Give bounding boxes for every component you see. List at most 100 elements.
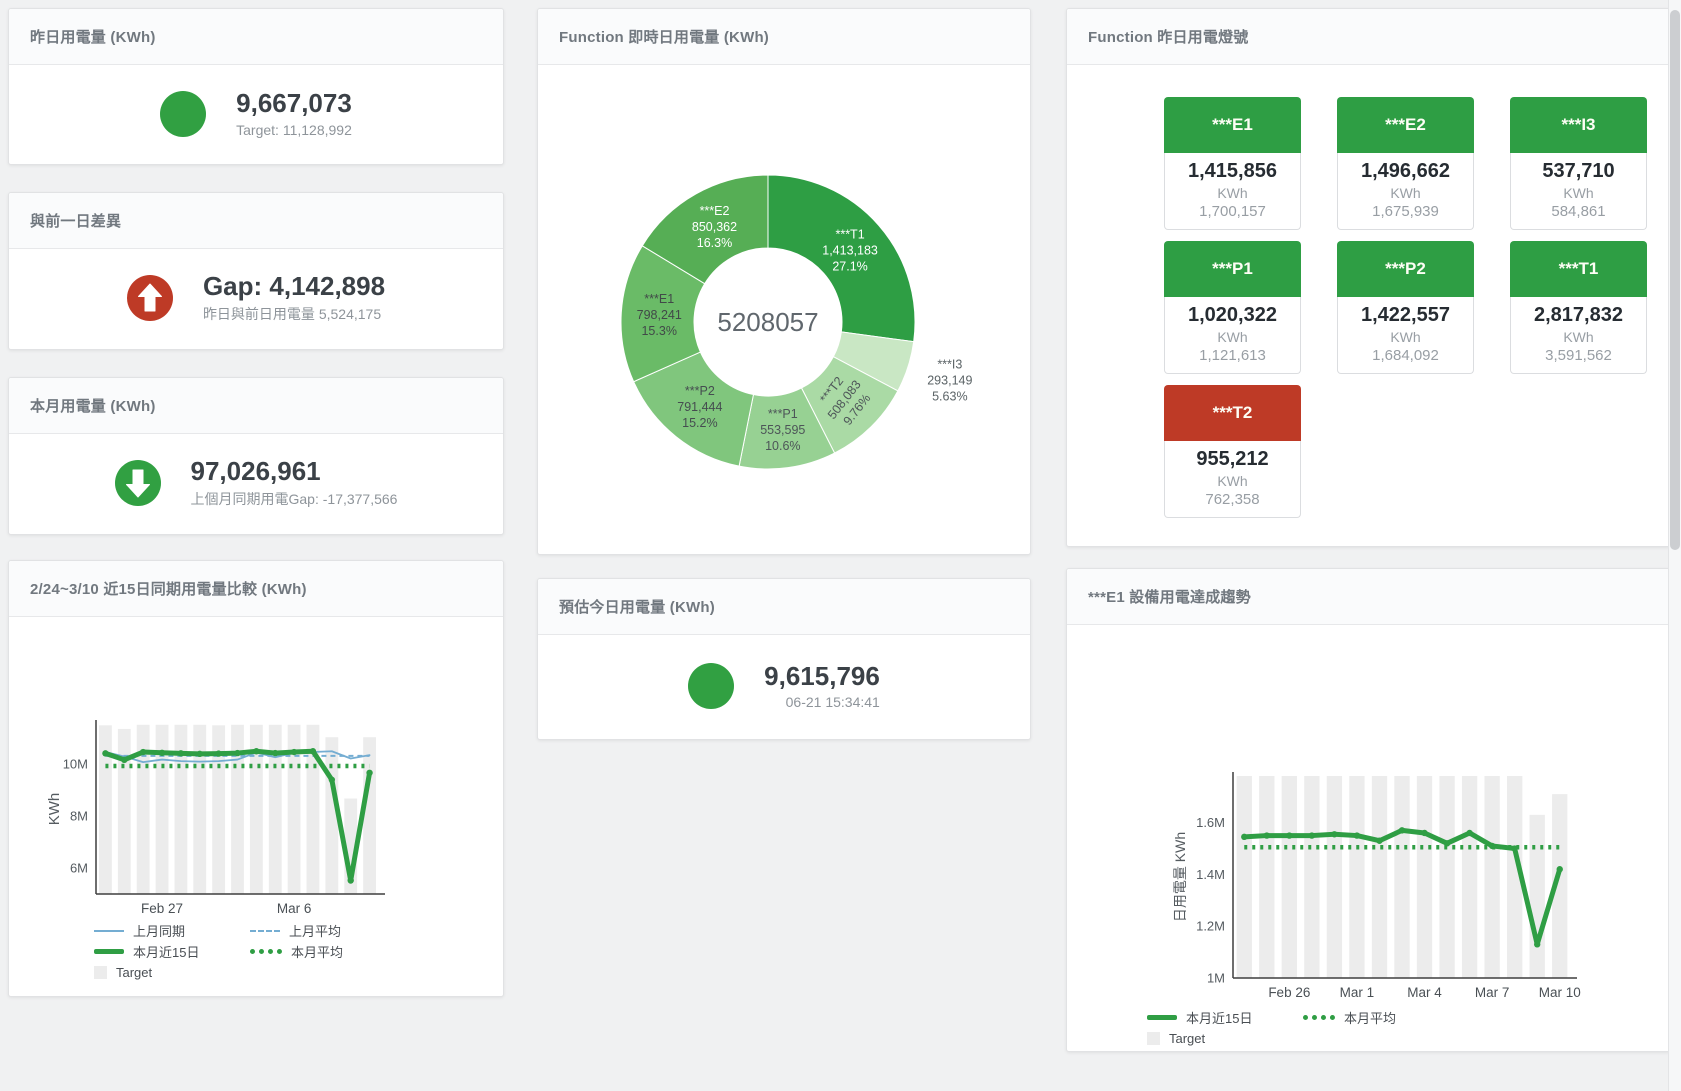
light-tile-T1[interactable]: ***T1 2,817,832 KWh 3,591,562 bbox=[1510, 241, 1647, 374]
legend-row: Target bbox=[94, 962, 406, 983]
panel-month-usage: 本月用電量 (KWh) 97,026,961 上個月同期用電Gap: -17,3… bbox=[8, 377, 504, 535]
comparison-line-chart[interactable]: 6M 8M 10M Feb 27 Mar 6 KWh bbox=[9, 617, 501, 917]
donut-slice-T1[interactable] bbox=[767, 174, 916, 343]
tile-unit: KWh bbox=[1217, 329, 1248, 345]
tile-unit: KWh bbox=[1390, 185, 1421, 201]
legend-item-green-thick[interactable]: 本月近15日 bbox=[1147, 1008, 1275, 1027]
legend-row: Target bbox=[1147, 1028, 1459, 1049]
scrollbar-thumb[interactable] bbox=[1670, 10, 1680, 550]
panel-header: ***E1 設備用電達成趨勢 bbox=[1067, 569, 1670, 625]
vertical-scrollbar[interactable] bbox=[1668, 0, 1681, 1091]
light-tile-T2[interactable]: ***T2 955,212 KWh 762,358 bbox=[1164, 385, 1301, 518]
series-point bbox=[347, 877, 354, 884]
tile-status-header: ***E2 bbox=[1337, 97, 1474, 153]
svg-text:798,241: 798,241 bbox=[637, 308, 682, 322]
legend-item-target[interactable]: Target bbox=[94, 965, 222, 980]
light-tile-I3[interactable]: ***I3 537,710 KWh 584,861 bbox=[1510, 97, 1647, 230]
svg-text:***E1: ***E1 bbox=[644, 292, 674, 306]
e1-trend-line-chart[interactable]: 1M 1.2M 1.4M 1.6M Feb 26 Mar 1 Mar 4 Mar 7 Mar 1… bbox=[1067, 625, 1668, 1003]
y-tick-label: 6M bbox=[70, 861, 88, 876]
arrow-down-circle-icon bbox=[114, 460, 161, 506]
light-tile-P1[interactable]: ***P1 1,020,322 KWh 1,121,613 bbox=[1164, 241, 1301, 374]
legend-row: 上月同期 上月平均 bbox=[94, 920, 406, 941]
series-point bbox=[234, 749, 241, 757]
panel-header: Function 即時日用電量 (KWh) bbox=[538, 9, 1030, 65]
donut-center-total: 5208057 bbox=[717, 307, 818, 337]
svg-text:293,149: 293,149 bbox=[927, 373, 972, 387]
panel-title: 與前一日差異 bbox=[30, 213, 122, 230]
series-point bbox=[1286, 832, 1293, 839]
target-bar bbox=[1371, 776, 1388, 978]
arrow-down-icon bbox=[125, 469, 150, 498]
status-circle-icon bbox=[688, 663, 735, 709]
tile-status-header: ***T2 bbox=[1164, 385, 1301, 441]
y-tick-label: 1.6M bbox=[1196, 815, 1225, 830]
target-bar bbox=[155, 724, 169, 894]
panel-body: 9,615,796 06-21 15:34:41 bbox=[538, 635, 1030, 737]
panel-header: Function 昨日用電燈號 bbox=[1067, 9, 1670, 65]
target-bar bbox=[1394, 776, 1410, 978]
series-point bbox=[253, 748, 260, 755]
legend-sample-green-thick bbox=[94, 949, 124, 954]
tile-status-header: ***I3 bbox=[1510, 97, 1647, 153]
panel-title: 2/24~3/10 近15日同期用電量比較 (KWh) bbox=[30, 581, 307, 598]
legend-label: Target bbox=[1169, 1031, 1206, 1046]
svg-text:***T1: ***T1 bbox=[835, 227, 864, 241]
series-point bbox=[1263, 832, 1270, 839]
legend-sample-green-dot bbox=[250, 949, 282, 954]
y-tick-label: 8M bbox=[70, 809, 88, 824]
target-bar bbox=[1259, 776, 1275, 978]
legend-item-green-dot[interactable]: 本月平均 bbox=[250, 942, 378, 961]
arrow-up-circle-icon bbox=[126, 275, 173, 321]
stat-text: 9,667,073 Target: 11,128,992 bbox=[236, 88, 352, 138]
donut-slice-label: ***P2 791,444 15.2% bbox=[677, 384, 722, 430]
tile-body: 537,710 KWh 584,861 bbox=[1510, 153, 1647, 230]
svg-text:***E2: ***E2 bbox=[700, 204, 730, 218]
svg-text:16.3%: 16.3% bbox=[697, 236, 732, 250]
legend-label: Target bbox=[116, 965, 153, 980]
tile-target: 584,861 bbox=[1551, 203, 1606, 220]
legend-sample-blue bbox=[94, 929, 124, 932]
panel-title: Function 即時日用電量 (KWh) bbox=[559, 29, 769, 46]
legend-label: 本月平均 bbox=[291, 945, 344, 960]
tile-value: 1,415,856 bbox=[1188, 160, 1277, 182]
tile-unit: KWh bbox=[1390, 329, 1421, 345]
tile-value: 1,020,322 bbox=[1188, 304, 1277, 326]
donut-slice-label: ***I3 293,149 5.63% bbox=[927, 357, 972, 403]
comparison-chart-legend[interactable]: 上月同期 上月平均本月近15日 本月平均 Target bbox=[94, 920, 406, 983]
legend-item-green-dot[interactable]: 本月平均 bbox=[1303, 1008, 1431, 1027]
panel-header: 預估今日用電量 (KWh) bbox=[538, 579, 1030, 635]
light-tile-P2[interactable]: ***P2 1,422,557 KWh 1,684,092 bbox=[1337, 241, 1474, 374]
donut-slice-E2[interactable] bbox=[641, 174, 769, 285]
stat-value: 9,667,073 bbox=[236, 88, 352, 119]
realtime-usage-donut-chart[interactable]: ***T1 1,413,183 27.1% ***I3 293,149 5.63% ***T… bbox=[538, 65, 1028, 552]
y-tick-label: 1M bbox=[1207, 971, 1225, 986]
target-bar bbox=[193, 724, 207, 894]
svg-text:15.2%: 15.2% bbox=[682, 416, 717, 430]
panel-e1-trend-chart: ***E1 設備用電達成趨勢 1M 1.2M 1.4M 1.6M Feb 26 Mar 1… bbox=[1066, 568, 1671, 1052]
legend-item-blue-dash[interactable]: 上月平均 bbox=[250, 921, 378, 940]
tile-body: 2,817,832 KWh 3,591,562 bbox=[1510, 297, 1647, 374]
panel-title: 預估今日用電量 (KWh) bbox=[559, 599, 715, 616]
trend-chart-legend[interactable]: 本月近15日 本月平均 Target bbox=[1147, 1007, 1459, 1049]
legend-item-green-thick[interactable]: 本月近15日 bbox=[94, 942, 222, 961]
panel-estimate-today: 預估今日用電量 (KWh) 9,615,796 06-21 15:34:41 bbox=[537, 578, 1031, 740]
target-bar bbox=[1507, 776, 1523, 978]
light-tile-E2[interactable]: ***E2 1,496,662 KWh 1,675,939 bbox=[1337, 97, 1474, 230]
panel-body: 9,667,073 Target: 11,128,992 bbox=[9, 65, 503, 162]
y-axis-title: 日用電量 KWh bbox=[1172, 832, 1188, 922]
donut-slice-E1[interactable] bbox=[620, 245, 706, 383]
series-point bbox=[158, 749, 166, 757]
stat-group: 9,667,073 Target: 11,128,992 bbox=[9, 65, 503, 162]
legend-item-blue[interactable]: 上月同期 bbox=[94, 921, 222, 940]
tile-body: 955,212 KWh 762,358 bbox=[1164, 441, 1301, 518]
legend-item-target[interactable]: Target bbox=[1147, 1031, 1275, 1046]
target-bar bbox=[1439, 776, 1455, 978]
panel-15day-comparison-chart: 2/24~3/10 近15日同期用電量比較 (KWh) 6M 8M 10M Feb 2… bbox=[8, 560, 504, 997]
y-tick-label: 10M bbox=[63, 757, 88, 772]
x-tick-label: Mar 6 bbox=[277, 901, 312, 916]
light-tile-E1[interactable]: ***E1 1,415,856 KWh 1,700,157 bbox=[1164, 97, 1301, 230]
tile-status-header: ***E1 bbox=[1164, 97, 1301, 153]
target-bar bbox=[268, 724, 282, 894]
panel-yesterday-lights: Function 昨日用電燈號 ***E1 1,415,856 KWh 1,700,1… bbox=[1066, 8, 1671, 547]
